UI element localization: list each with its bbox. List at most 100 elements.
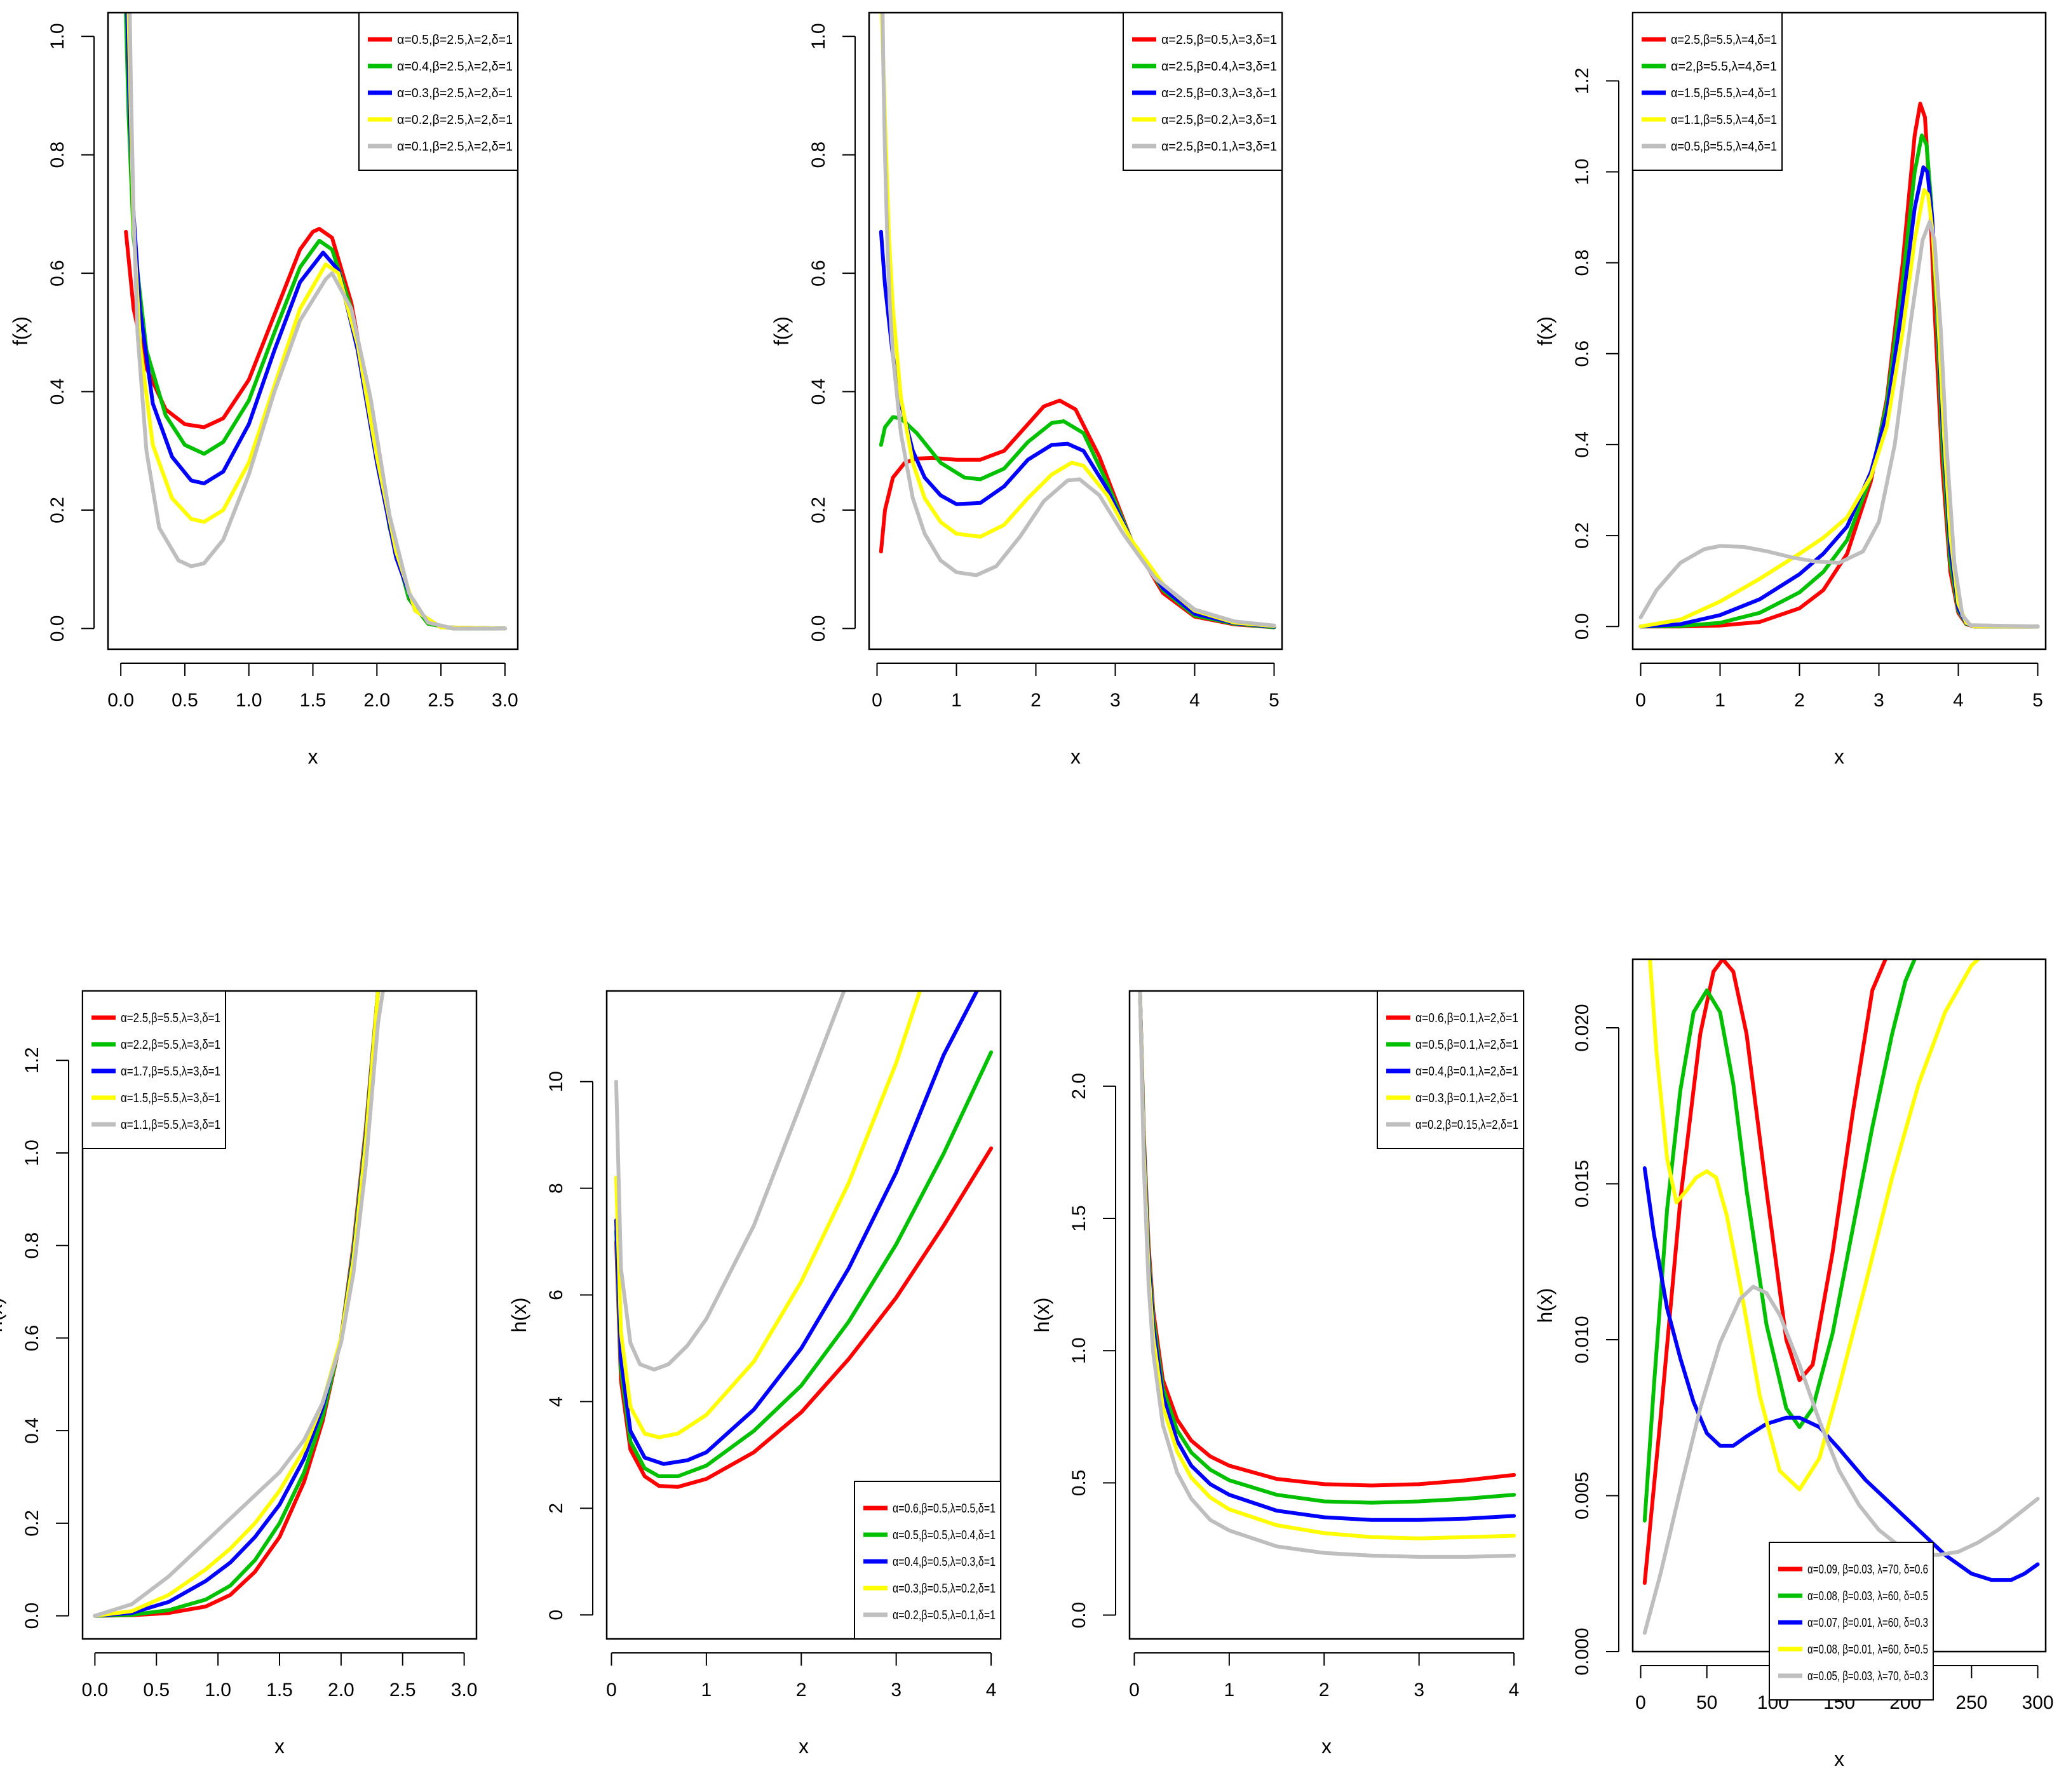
y-tick-label: 0.8	[808, 142, 829, 168]
x-axis-label: x	[799, 1735, 809, 1758]
x-axis-label: x	[1834, 745, 1844, 768]
x-tick-label: 4	[986, 1680, 997, 1701]
chart-panel-6: 0 1 2 3 4 x 0.0 0.5 1.0 1.5 2.0 h(x) α=0.6,β=0.1,λ=2…	[1030, 990, 1525, 1758]
y-tick-label: 0.0	[1069, 1602, 1090, 1629]
legend-label-3: α=0.07, β=0.01, λ=60, δ=0.3	[1807, 1616, 1928, 1630]
x-tick-label: 300	[2022, 1692, 2053, 1713]
x-tick-label: 1	[1715, 690, 1725, 711]
y-axis-label: h(x)	[0, 1297, 6, 1332]
x-tick-label: 2	[1794, 690, 1805, 711]
x-tick-label: 0.0	[107, 690, 134, 711]
series-line-5	[881, 13, 1276, 628]
y-tick-label: 6	[546, 1290, 567, 1300]
x-tick-label: 0.0	[82, 1680, 109, 1701]
legend: α=0.6,β=0.1,λ=2,δ=1 α=0.5,β=0.1,λ=2,δ=1 α=…	[1377, 990, 1524, 1149]
legend-label-2: α=2.5,β=0.4,λ=3,δ=1	[1161, 60, 1277, 74]
y-axis: 0.0 0.2 0.4 0.6 0.8 1.0 f(x)	[770, 23, 856, 642]
y-axis-label: h(x)	[1534, 1288, 1556, 1323]
y-tick-label: 0.8	[22, 1232, 43, 1259]
legend-label-1: α=0.6,β=0.1,λ=2,δ=1	[1415, 1011, 1518, 1025]
x-tick-label: 2	[1319, 1680, 1330, 1701]
series-line-1	[879, 398, 1276, 630]
legend-label-3: α=0.4,β=0.1,λ=2,δ=1	[1415, 1065, 1518, 1079]
x-axis-label: x	[1321, 1735, 1332, 1758]
x-tick-label: 1	[951, 690, 962, 711]
legend: α=0.09, β=0.03, λ=70, δ=0.6 α=0.08, β=0.0…	[1769, 1542, 1934, 1701]
legend-label-3: α=1.5,β=5.5,λ=4,δ=1	[1671, 86, 1777, 100]
legend-label-4: α=1.1,β=5.5,λ=4,δ=1	[1671, 113, 1777, 127]
y-tick-label: 2	[546, 1503, 567, 1514]
x-tick-label: 250	[1955, 1692, 1987, 1713]
legend-label-4: α=1.5,β=5.5,λ=3,δ=1	[121, 1091, 220, 1105]
chart-panel-1: 0.0 0.5 1.0 1.5 2.0 2.5 3.0 x 0.0 0.2 0.4 0.6 0.8 1.0…	[9, 11, 519, 768]
series-group	[124, 13, 507, 631]
x-tick-label: 0	[1129, 1680, 1140, 1701]
x-tick-label: 1	[701, 1680, 712, 1701]
y-axis: 0.0 0.5 1.0 1.5 2.0 h(x)	[1030, 1073, 1116, 1628]
legend-label-2: α=0.4,β=2.5,λ=2,δ=1	[397, 60, 513, 74]
series-line-5	[128, 13, 507, 631]
series-line-2	[1642, 959, 1917, 1523]
y-tick-label: 0.6	[47, 260, 68, 286]
x-tick-label: 4	[1953, 690, 1964, 711]
x-axis: 0 1 2 3 4 x	[606, 1652, 997, 1758]
legend-label-2: α=0.08, β=0.03, λ=60, δ=0.5	[1807, 1589, 1928, 1603]
y-tick-label: 10	[546, 1071, 567, 1092]
y-tick-label: 0.4	[47, 379, 68, 405]
y-tick-label: 4	[546, 1396, 567, 1407]
legend-label-4: α=0.3,β=0.1,λ=2,δ=1	[1415, 1091, 1518, 1105]
chart-panel-3: 0 1 2 3 4 5 x 0.0 0.2 0.4 0.6 0.8 1.0 1.2 f(x) α=2.5,β=…	[1534, 11, 2047, 768]
y-tick-label: 0.8	[47, 142, 68, 168]
legend-label-3: α=1.7,β=5.5,λ=3,δ=1	[121, 1065, 220, 1079]
legend-label-2: α=2,β=5.5,λ=4,δ=1	[1671, 60, 1777, 74]
x-tick-label: 4	[1509, 1680, 1520, 1701]
y-axis-label: f(x)	[9, 316, 32, 346]
legend-label-5: α=0.2,β=0.5,λ=0.1,δ=1	[893, 1608, 996, 1622]
y-tick-label: 1.5	[1069, 1205, 1090, 1232]
plot-frame	[81, 990, 478, 1640]
series-group	[93, 991, 385, 1618]
x-tick-label: 1.0	[205, 1680, 231, 1701]
x-axis-label: x	[274, 1735, 285, 1758]
y-tick-label: 0.020	[1572, 1004, 1593, 1051]
legend-label-3: α=0.3,β=2.5,λ=2,δ=1	[397, 86, 513, 100]
series-line-5	[1638, 220, 2040, 629]
x-axis: 0 1 2 3 4 5 x	[1635, 663, 2043, 768]
series-group	[614, 991, 994, 1489]
series-line-1	[124, 227, 507, 631]
x-tick-label: 0	[1635, 690, 1646, 711]
series-group	[1638, 102, 2040, 629]
legend-label-5: α=1.1,β=5.5,λ=3,δ=1	[121, 1118, 220, 1132]
x-tick-label: 1.5	[266, 1680, 293, 1701]
y-tick-label: 8	[546, 1183, 567, 1194]
series-line-1	[614, 1146, 994, 1489]
plot-frame	[1128, 990, 1525, 1640]
y-tick-label: 0.010	[1572, 1316, 1593, 1363]
series-line-4	[880, 13, 1276, 628]
x-tick-label: 3	[1414, 1680, 1424, 1701]
x-tick-label: 2.0	[328, 1680, 354, 1701]
series-line-1	[1642, 959, 1887, 1585]
x-tick-label: 3	[1874, 690, 1884, 711]
x-tick-label: 2.0	[363, 690, 390, 711]
y-tick-label: 0.6	[1572, 340, 1593, 367]
legend-label-5: α=0.5,β=5.5,λ=4,δ=1	[1671, 140, 1777, 154]
x-tick-label: 0	[1635, 1692, 1646, 1713]
x-tick-label: 0	[872, 690, 882, 711]
y-tick-label: 0.0	[1572, 613, 1593, 640]
legend: α=0.6,β=0.5,λ=0.5,δ=1 α=0.5,β=0.5,λ=0.4,δ…	[854, 1481, 1001, 1640]
legend-label-5: α=0.2,β=0.15,λ=2,δ=1	[1415, 1118, 1518, 1132]
y-axis: 0.0 0.2 0.4 0.6 0.8 1.0 f(x)	[9, 23, 95, 642]
x-tick-label: 1.5	[300, 690, 327, 711]
x-axis: 0 1 2 3 4 x	[1129, 1652, 1520, 1758]
series-line-5	[1138, 991, 1516, 1559]
y-tick-label: 0.2	[22, 1510, 43, 1537]
series-line-5	[93, 991, 385, 1618]
x-tick-label: 1.0	[236, 690, 262, 711]
legend-label-2: α=2.2,β=5.5,λ=3,δ=1	[121, 1038, 220, 1052]
chart-panel-2: 0 1 2 3 4 5 x 0.0 0.2 0.4 0.6 0.8 1.0 f(x) α=2.5,β=0.5…	[770, 11, 1283, 768]
legend-label-1: α=2.5,β=5.5,λ=4,δ=1	[1671, 33, 1777, 47]
plot-frame	[107, 11, 519, 650]
x-tick-label: 3.0	[451, 1680, 478, 1701]
plot-frame	[605, 990, 1002, 1640]
